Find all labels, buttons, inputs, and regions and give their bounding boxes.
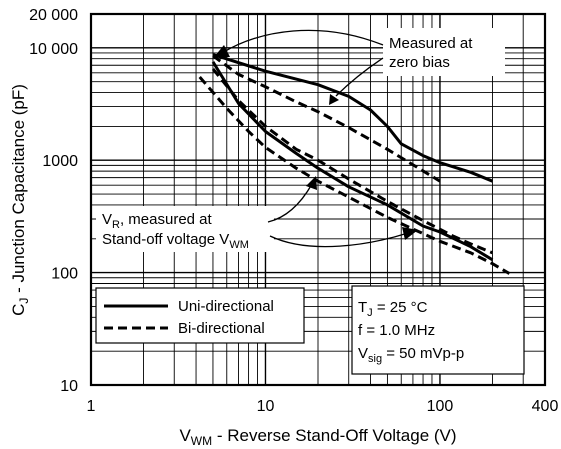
series-line-0-solid bbox=[212, 53, 494, 183]
annotation-standoff: VR, measured at Stand-off voltage VWM bbox=[96, 176, 418, 252]
condition-frequency: f = 1.0 MHz bbox=[358, 322, 435, 339]
zero-bias-leader-1 bbox=[221, 29, 384, 54]
series-line-1-dashed bbox=[212, 54, 441, 183]
annotation-zero-bias-line2: zero bias bbox=[389, 54, 450, 71]
annotation-zero-bias: Measured at zero bias bbox=[214, 28, 505, 105]
conditions-box: TJ = 25 °C f = 1.0 MHz Vsig = 50 mVp-p bbox=[351, 285, 525, 375]
series-line-3-dashed bbox=[211, 67, 494, 255]
standoff-arrowhead-1 bbox=[306, 176, 317, 190]
standoff-arrowhead-2 bbox=[402, 227, 418, 240]
series-line-2-solid bbox=[211, 61, 494, 262]
legend-label-bi: Bi-directional bbox=[178, 320, 265, 337]
y-tick-label: 10 bbox=[60, 378, 78, 395]
annotation-standoff-line2: Stand-off voltage VWM bbox=[102, 231, 249, 251]
legend-label-uni: Uni-directional bbox=[178, 298, 274, 315]
tick-labels: 1 10 100 400 10 100 1000 10 000 20 000 bbox=[29, 7, 558, 415]
annotation-zero-bias-line1: Measured at bbox=[389, 35, 473, 52]
series-layer bbox=[198, 53, 511, 275]
x-tick-label: 100 bbox=[427, 398, 454, 415]
zero-bias-arrowhead-2 bbox=[329, 94, 339, 105]
legend-box bbox=[95, 287, 305, 344]
x-tick-label: 1 bbox=[87, 398, 96, 415]
condition-temperature: TJ = 25 °C bbox=[358, 299, 428, 319]
zero-bias-leader-2 bbox=[335, 57, 384, 97]
y-tick-label: 10 000 bbox=[29, 41, 78, 58]
plot-frame bbox=[89, 12, 547, 387]
y-tick-label: 1000 bbox=[42, 153, 78, 170]
x-tick-label: 400 bbox=[532, 398, 559, 415]
y-tick-label: 100 bbox=[51, 266, 78, 283]
x-axis-title: VWM - Reverse Stand-Off Voltage (V) bbox=[179, 426, 456, 448]
annotation-standoff-line1: VR, measured at bbox=[102, 211, 213, 231]
legend: Uni-directional Bi-directional bbox=[95, 287, 305, 344]
standoff-leader-1 bbox=[267, 183, 313, 223]
y-tick-label: 20 000 bbox=[29, 7, 78, 24]
x-tick-label: 10 bbox=[257, 398, 275, 415]
standoff-leader-2 bbox=[269, 232, 409, 248]
condition-signal: Vsig = 50 mVp-p bbox=[358, 345, 464, 365]
zero-bias-arrowhead-1 bbox=[214, 45, 230, 57]
y-axis-title: CJ - Junction Capacitance (pF) bbox=[9, 84, 31, 316]
series-line-4-dashed bbox=[198, 76, 511, 275]
